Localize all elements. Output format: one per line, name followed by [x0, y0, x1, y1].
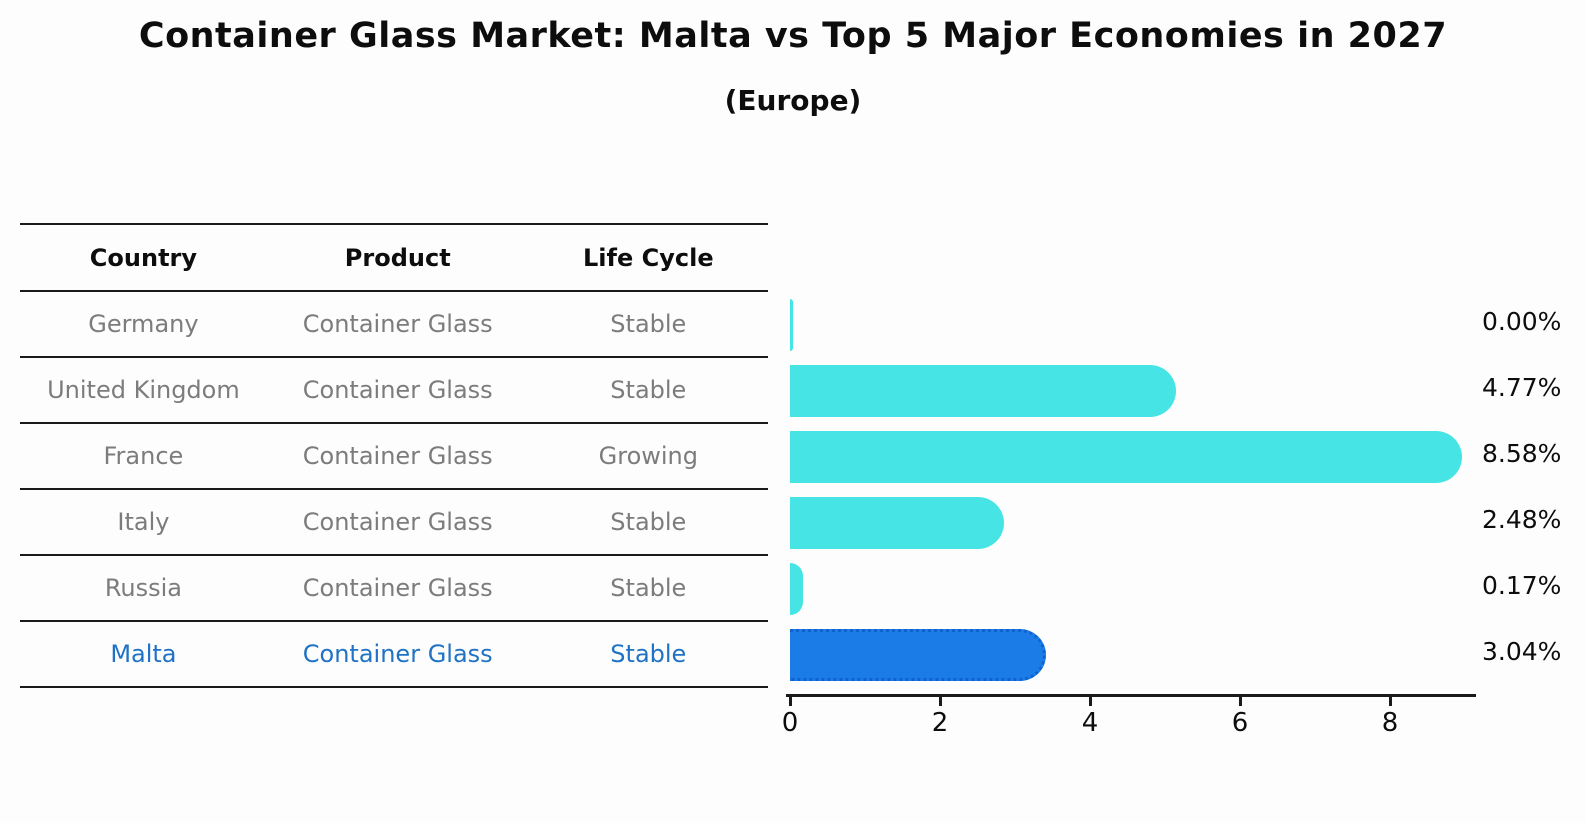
table-row-russia: Russia Container Glass Stable	[20, 555, 768, 622]
chart-subtitle: (Europe)	[724, 84, 862, 117]
x-tick-label: 0	[781, 708, 799, 738]
bar-italy	[790, 497, 1004, 549]
value-label-russia: 0.17%	[1482, 571, 1562, 600]
value-label-united-kingdom: 4.77%	[1482, 373, 1562, 402]
cell-product: Container Glass	[266, 357, 529, 424]
x-tick-label: 4	[1081, 708, 1099, 738]
x-tick-label: 2	[931, 708, 949, 738]
cell-country: Germany	[20, 291, 267, 358]
value-label-france: 8.58%	[1482, 439, 1562, 468]
cell-country: Italy	[20, 489, 267, 556]
bar-malta	[790, 629, 1046, 681]
x-tick	[1089, 697, 1092, 706]
bar-plot	[790, 290, 1474, 686]
cell-country: Russia	[20, 555, 267, 622]
x-tick	[1239, 697, 1242, 706]
cell-country: France	[20, 423, 267, 490]
value-label-germany: 0.00%	[1482, 307, 1562, 336]
x-axis-line	[786, 694, 1476, 697]
x-tick	[939, 697, 942, 706]
value-label-italy: 2.48%	[1482, 505, 1562, 534]
cell-product: Container Glass	[266, 621, 529, 688]
cell-product: Container Glass	[266, 489, 529, 556]
table-row-malta: Malta Container Glass Stable	[20, 621, 768, 688]
cell-product: Container Glass	[266, 423, 529, 490]
cell-life-cycle: Stable	[528, 555, 768, 622]
cell-product: Container Glass	[266, 291, 529, 358]
cell-life-cycle: Stable	[528, 291, 768, 358]
table-row-italy: Italy Container Glass Stable	[20, 489, 768, 556]
country-table: Country Product Life Cycle Germany Conta…	[20, 223, 768, 688]
x-tick-label: 6	[1231, 708, 1249, 738]
cell-life-cycle: Stable	[528, 489, 768, 556]
header-country: Country	[20, 223, 267, 292]
cell-country: United Kingdom	[20, 357, 267, 424]
header-life-cycle: Life Cycle	[528, 223, 768, 292]
x-tick	[789, 697, 792, 706]
chart-title: Container Glass Market: Malta vs Top 5 M…	[138, 16, 1448, 56]
x-tick	[1389, 697, 1392, 706]
bar-russia	[790, 563, 803, 615]
cell-life-cycle: Growing	[528, 423, 768, 490]
value-label-malta: 3.04%	[1482, 637, 1562, 666]
x-tick-label: 8	[1381, 708, 1399, 738]
bar-germany	[790, 299, 793, 351]
header-product: Product	[266, 223, 529, 292]
cell-life-cycle: Stable	[528, 357, 768, 424]
bar-united-kingdom	[790, 365, 1176, 417]
x-axis: 0 2 4 6 8	[782, 694, 1476, 754]
table-row-france: France Container Glass Growing	[20, 423, 768, 490]
cell-life-cycle: Stable	[528, 621, 768, 688]
table-header-row: Country Product Life Cycle	[20, 223, 768, 292]
table-row-united-kingdom: United Kingdom Container Glass Stable	[20, 357, 768, 424]
cell-product: Container Glass	[266, 555, 529, 622]
table-row-germany: Germany Container Glass Stable	[20, 291, 768, 358]
bar-france	[790, 431, 1462, 483]
cell-country: Malta	[20, 621, 267, 688]
